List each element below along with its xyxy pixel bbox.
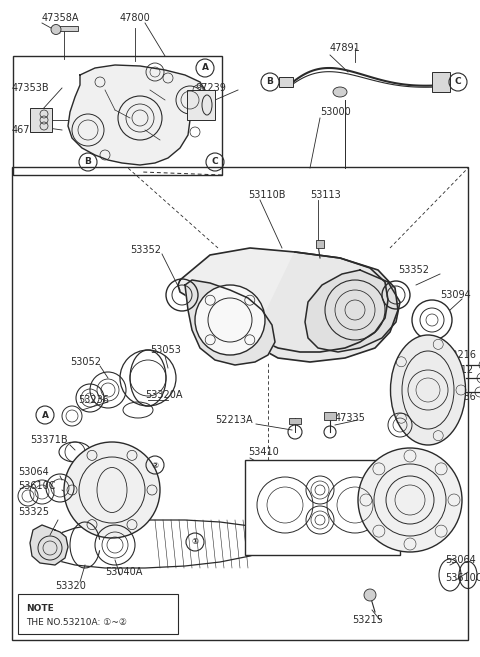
Text: 47891: 47891 xyxy=(330,43,361,53)
Text: 52115: 52115 xyxy=(395,415,426,425)
Text: THE NO.53210A: ①~②: THE NO.53210A: ①~② xyxy=(26,618,127,627)
Text: 53215: 53215 xyxy=(352,615,383,625)
Bar xyxy=(12,167,468,640)
Bar xyxy=(432,72,450,92)
Text: 53320A: 53320A xyxy=(145,390,182,400)
Text: ②: ② xyxy=(151,461,158,470)
Text: B: B xyxy=(84,158,91,166)
Bar xyxy=(56,26,78,31)
Ellipse shape xyxy=(333,87,347,97)
Text: B: B xyxy=(266,78,274,87)
Text: C: C xyxy=(455,78,461,87)
Text: 53610C: 53610C xyxy=(18,481,56,491)
Ellipse shape xyxy=(391,335,466,445)
Polygon shape xyxy=(305,270,400,352)
Text: 53236: 53236 xyxy=(78,395,109,405)
Text: 52212: 52212 xyxy=(442,365,473,375)
Bar xyxy=(316,240,324,248)
Bar xyxy=(289,418,301,424)
Circle shape xyxy=(195,285,265,355)
Text: 53094: 53094 xyxy=(440,290,471,300)
Bar xyxy=(324,412,336,420)
Circle shape xyxy=(358,448,462,552)
Text: 47358A: 47358A xyxy=(42,13,80,23)
Circle shape xyxy=(64,442,160,538)
Text: 53000: 53000 xyxy=(320,107,351,117)
Text: A: A xyxy=(41,411,48,420)
Bar xyxy=(13,56,222,175)
Text: 53064: 53064 xyxy=(445,555,476,565)
Bar xyxy=(279,77,293,87)
Bar xyxy=(30,108,52,132)
Text: 47800: 47800 xyxy=(120,13,151,23)
Text: ①: ① xyxy=(192,537,199,547)
Text: 47353B: 47353B xyxy=(12,83,49,93)
Text: 53086: 53086 xyxy=(445,392,476,402)
Text: NOTE: NOTE xyxy=(26,604,54,613)
Polygon shape xyxy=(185,280,275,365)
Bar xyxy=(245,460,400,555)
Bar xyxy=(187,90,215,120)
Text: 53410: 53410 xyxy=(248,447,279,457)
Text: 52213A: 52213A xyxy=(215,415,252,425)
Text: 53110B: 53110B xyxy=(248,190,286,200)
Text: 53320: 53320 xyxy=(55,581,86,591)
Text: 53027: 53027 xyxy=(390,490,421,500)
Text: 47335: 47335 xyxy=(335,413,366,423)
Text: C: C xyxy=(212,158,218,166)
Text: A: A xyxy=(202,64,208,72)
Text: 53040A: 53040A xyxy=(105,567,143,577)
Text: 53053: 53053 xyxy=(150,345,181,355)
Text: 52216: 52216 xyxy=(445,350,476,360)
Text: 53371B: 53371B xyxy=(30,435,68,445)
Text: 53352: 53352 xyxy=(398,265,429,275)
Text: 53352: 53352 xyxy=(130,245,161,255)
Bar xyxy=(18,594,178,634)
Text: 46784A: 46784A xyxy=(12,125,49,135)
Text: 53052: 53052 xyxy=(70,357,101,367)
Polygon shape xyxy=(30,525,68,565)
Text: 53064: 53064 xyxy=(18,467,49,477)
Polygon shape xyxy=(178,248,388,352)
Polygon shape xyxy=(255,252,398,362)
Circle shape xyxy=(51,24,61,35)
Circle shape xyxy=(364,589,376,601)
Text: 97239: 97239 xyxy=(195,83,226,93)
Polygon shape xyxy=(68,65,205,165)
Text: 55732: 55732 xyxy=(430,378,461,388)
Text: 53610C: 53610C xyxy=(445,573,480,583)
Text: 53113: 53113 xyxy=(310,190,341,200)
Text: 53325: 53325 xyxy=(18,507,49,517)
